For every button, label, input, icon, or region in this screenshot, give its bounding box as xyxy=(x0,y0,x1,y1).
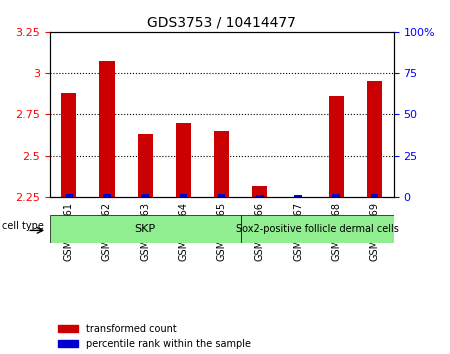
Bar xyxy=(241,215,413,243)
Bar xyxy=(328,96,344,197)
Bar xyxy=(367,81,382,197)
Bar xyxy=(333,194,340,197)
Text: SKP: SKP xyxy=(135,224,156,234)
Bar xyxy=(218,194,225,197)
Bar xyxy=(50,215,241,243)
Bar xyxy=(103,194,111,197)
Text: Sox2-positive follicle dermal cells: Sox2-positive follicle dermal cells xyxy=(236,224,399,234)
Text: cell type: cell type xyxy=(3,221,45,231)
Bar xyxy=(65,194,72,197)
Bar xyxy=(294,195,302,197)
Bar xyxy=(141,194,149,197)
Bar xyxy=(180,194,187,197)
Title: GDS3753 / 10414477: GDS3753 / 10414477 xyxy=(147,15,296,29)
Bar xyxy=(371,194,378,197)
Bar xyxy=(61,93,76,197)
Bar xyxy=(214,131,229,197)
Bar xyxy=(99,61,115,197)
Bar xyxy=(252,185,267,197)
Bar xyxy=(256,195,264,197)
Legend: transformed count, percentile rank within the sample: transformed count, percentile rank withi… xyxy=(54,320,254,353)
Bar xyxy=(176,122,191,197)
Bar xyxy=(138,134,153,197)
